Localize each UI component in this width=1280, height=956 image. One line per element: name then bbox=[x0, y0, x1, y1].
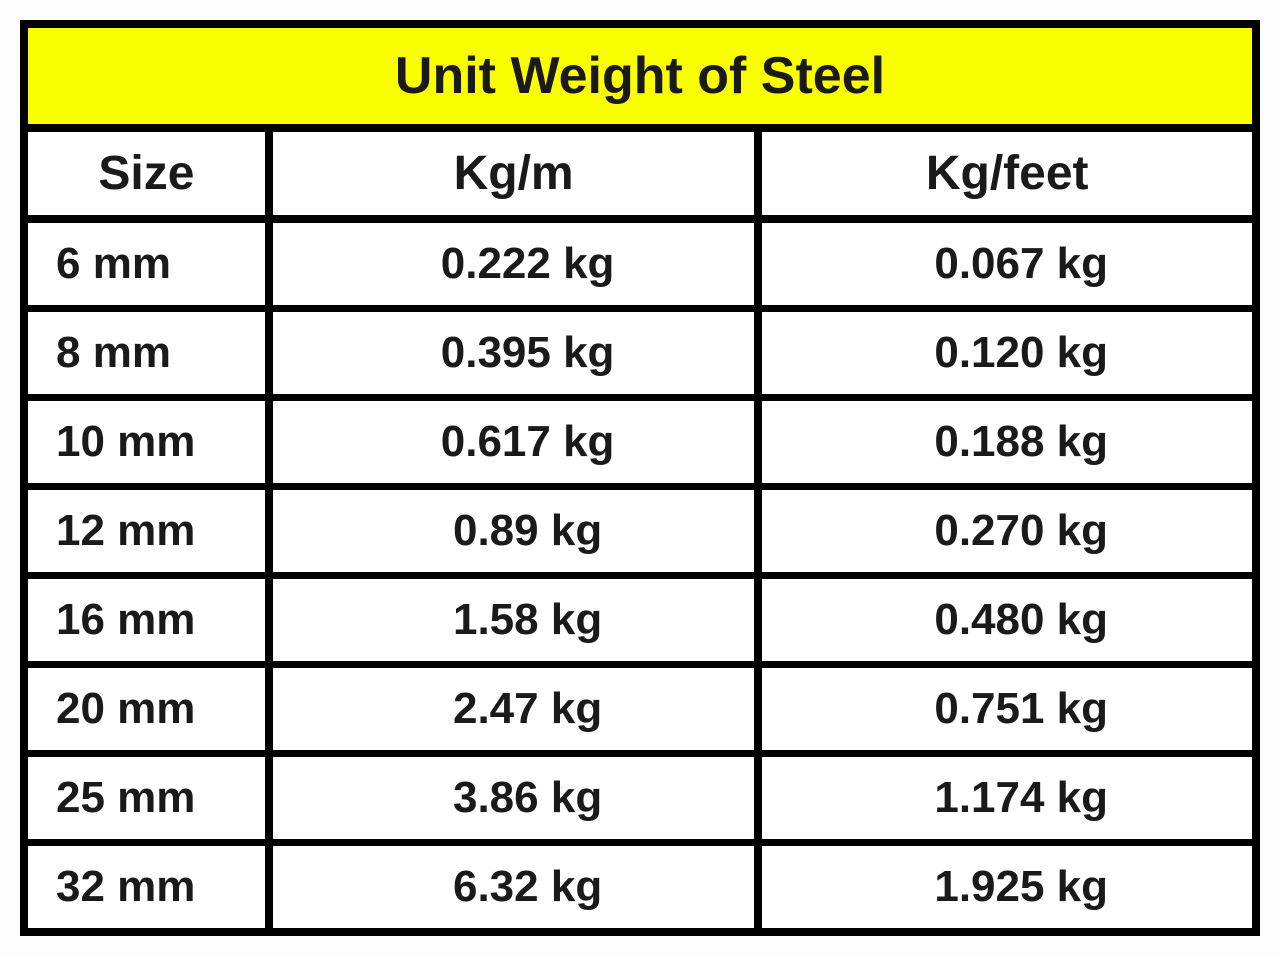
cell-size: 25 mm bbox=[28, 757, 273, 846]
table-row: 32 mm 6.32 kg 1.925 kg bbox=[28, 846, 1252, 928]
col-header-kgft: Kg/feet bbox=[762, 132, 1252, 223]
table-row: 8 mm 0.395 kg 0.120 kg bbox=[28, 312, 1252, 401]
cell-kgft: 0.270 kg bbox=[762, 490, 1252, 579]
table: Unit Weight of Steel Size Kg/m Kg/feet 6… bbox=[20, 20, 1260, 936]
cell-size: 16 mm bbox=[28, 579, 273, 668]
cell-kgft: 0.188 kg bbox=[762, 401, 1252, 490]
cell-kgft: 0.480 kg bbox=[762, 579, 1252, 668]
cell-kgm: 6.32 kg bbox=[273, 846, 763, 928]
cell-kgm: 0.617 kg bbox=[273, 401, 763, 490]
cell-size: 20 mm bbox=[28, 668, 273, 757]
cell-size: 12 mm bbox=[28, 490, 273, 579]
table-title: Unit Weight of Steel bbox=[28, 28, 1252, 132]
cell-kgm: 3.86 kg bbox=[273, 757, 763, 846]
table-header-row: Size Kg/m Kg/feet bbox=[28, 132, 1252, 223]
cell-size: 8 mm bbox=[28, 312, 273, 401]
cell-kgft: 0.067 kg bbox=[762, 223, 1252, 312]
table-row: 20 mm 2.47 kg 0.751 kg bbox=[28, 668, 1252, 757]
cell-kgft: 1.925 kg bbox=[762, 846, 1252, 928]
table-row: 10 mm 0.617 kg 0.188 kg bbox=[28, 401, 1252, 490]
col-header-size: Size bbox=[28, 132, 273, 223]
table-row: 16 mm 1.58 kg 0.480 kg bbox=[28, 579, 1252, 668]
cell-kgm: 1.58 kg bbox=[273, 579, 763, 668]
cell-kgm: 0.222 kg bbox=[273, 223, 763, 312]
cell-kgft: 0.751 kg bbox=[762, 668, 1252, 757]
table-row: 6 mm 0.222 kg 0.067 kg bbox=[28, 223, 1252, 312]
cell-kgft: 0.120 kg bbox=[762, 312, 1252, 401]
steel-weight-table: Unit Weight of Steel Size Kg/m Kg/feet 6… bbox=[20, 20, 1260, 936]
cell-kgft: 1.174 kg bbox=[762, 757, 1252, 846]
cell-kgm: 0.89 kg bbox=[273, 490, 763, 579]
table-row: 25 mm 3.86 kg 1.174 kg bbox=[28, 757, 1252, 846]
cell-kgm: 0.395 kg bbox=[273, 312, 763, 401]
table-row: 12 mm 0.89 kg 0.270 kg bbox=[28, 490, 1252, 579]
cell-size: 6 mm bbox=[28, 223, 273, 312]
table-body: Size Kg/m Kg/feet 6 mm 0.222 kg 0.067 kg… bbox=[28, 132, 1252, 928]
cell-kgm: 2.47 kg bbox=[273, 668, 763, 757]
cell-size: 32 mm bbox=[28, 846, 273, 928]
cell-size: 10 mm bbox=[28, 401, 273, 490]
col-header-kgm: Kg/m bbox=[273, 132, 763, 223]
